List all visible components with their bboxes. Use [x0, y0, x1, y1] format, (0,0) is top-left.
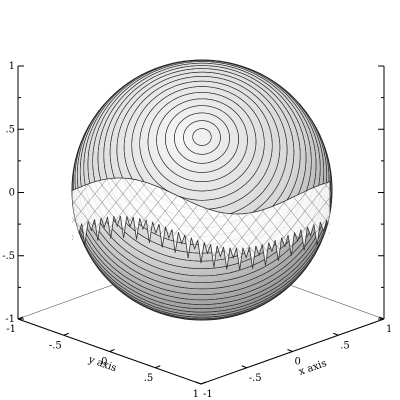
x-tick-label: -1	[203, 389, 213, 400]
y-tick-label: 0	[101, 357, 107, 368]
tick-group: -1-.50.511.50-.5-1-1-.50.51	[2, 61, 392, 400]
mesh-line	[147, 92, 257, 192]
mesh-line	[156, 98, 248, 182]
z-tick-label: -1	[5, 314, 15, 325]
label-group: y axis x axis	[86, 354, 328, 378]
cutout-mesh-line	[72, 178, 115, 270]
x-tick	[333, 332, 339, 336]
mesh-line	[192, 128, 212, 146]
x-tick-label: .5	[340, 340, 350, 351]
mesh-line	[139, 86, 265, 201]
mesh-line	[165, 105, 239, 173]
cutout-mesh-line	[327, 178, 330, 270]
x-tick	[287, 349, 293, 352]
mesh-line	[87, 60, 317, 269]
x-tick-label: 1	[386, 324, 392, 335]
mesh-line	[87, 252, 315, 318]
y-tick	[155, 365, 161, 369]
cutout-mesh-line	[72, 178, 101, 270]
y-tick	[109, 349, 115, 352]
x-tick-label: 0	[295, 357, 301, 368]
z-tick-label: 0	[9, 188, 15, 199]
y-tick-label: .5	[144, 373, 154, 384]
mesh-line	[78, 229, 326, 316]
mesh-line	[92, 61, 312, 262]
x-tick-label: -.5	[249, 373, 262, 384]
y-tick-label: -1	[6, 324, 16, 335]
x-axis-label: x axis	[297, 358, 328, 378]
mesh-line	[183, 120, 221, 155]
mesh-line	[103, 65, 301, 246]
cutout-mesh-line	[327, 178, 330, 270]
x-tick	[195, 381, 202, 385]
z-tick-label: 1	[9, 61, 15, 72]
z-tick-label: -.5	[2, 251, 15, 262]
mesh-line	[174, 112, 230, 164]
x-tick	[378, 316, 385, 320]
x-tick	[241, 365, 247, 369]
y-tick	[200, 381, 207, 385]
mesh-line	[97, 62, 307, 254]
y-tick-label: -.5	[49, 340, 62, 351]
mesh-line	[83, 60, 321, 277]
mesh-line	[128, 295, 278, 320]
y-tick	[17, 316, 24, 320]
cutout-mesh-line	[313, 178, 330, 270]
y-tick	[63, 332, 69, 336]
y-tick-label: 1	[193, 389, 199, 400]
z-tick-label: .5	[5, 124, 15, 135]
cutout-mesh-line	[72, 178, 129, 270]
